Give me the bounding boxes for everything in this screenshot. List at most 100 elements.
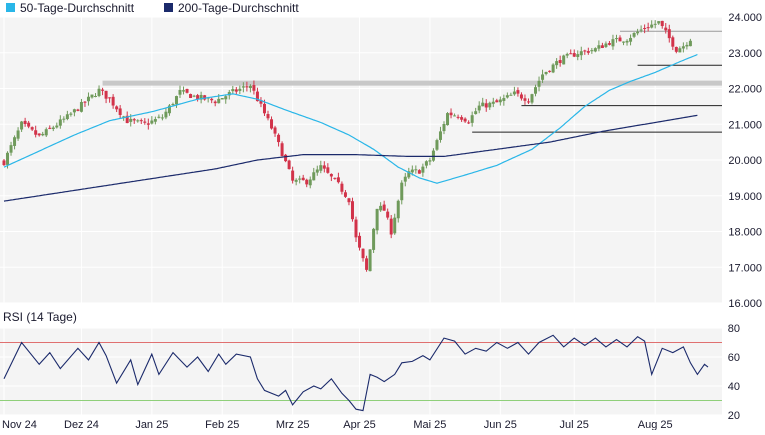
candle-up <box>241 86 245 88</box>
candle-up <box>164 111 168 118</box>
candle-up <box>555 61 559 66</box>
candle-up <box>636 31 640 34</box>
legend-swatch-ma50 <box>6 3 15 12</box>
candle-up <box>424 161 428 166</box>
candle-down <box>386 211 390 218</box>
price-y-tick-label: 17.000 <box>728 262 762 274</box>
candle-up <box>681 46 685 49</box>
candle-down <box>484 103 488 108</box>
candle-down <box>262 103 266 114</box>
x-axis: Nov 24 Dez 24 Jan 25 Feb 25 Mrz 25 Apr 25 Mai … <box>2 419 673 431</box>
candle-down <box>358 235 362 248</box>
candle-up <box>512 91 516 95</box>
candle-up <box>157 116 161 118</box>
candle-down <box>329 173 333 177</box>
x-tick-label: Jul 25 <box>560 419 589 430</box>
candle-up <box>9 145 13 153</box>
candle-down <box>519 94 523 99</box>
rsi-y-tick-label: 20 <box>728 410 740 422</box>
price-y-axis: 16.000 17.000 18.000 19.000 20.000 21.000 22.0… <box>728 12 762 310</box>
candle-up <box>86 96 90 102</box>
x-tick-label: Nov 24 <box>2 419 37 430</box>
candle-down <box>449 112 453 116</box>
candle-up <box>192 95 196 97</box>
candle-up <box>72 109 76 113</box>
candle-up <box>231 89 235 92</box>
candle-up <box>491 101 495 104</box>
candle-up <box>428 160 432 162</box>
x-tick-label: Apr 25 <box>343 419 375 430</box>
candle-down <box>516 90 520 94</box>
candle-up <box>622 41 626 43</box>
candle-down <box>118 108 122 115</box>
candle-up <box>217 98 221 104</box>
candle-up <box>150 120 154 124</box>
candle-down <box>347 198 351 203</box>
price-y-tick-label: 19.000 <box>728 191 762 203</box>
candle-down <box>76 109 80 111</box>
candle-down <box>284 154 288 162</box>
candle-down <box>252 85 256 91</box>
candle-up <box>629 37 633 42</box>
candle-up <box>20 121 24 130</box>
candle-up <box>431 150 435 161</box>
candle-down <box>382 204 386 211</box>
candle-up <box>442 124 446 132</box>
candle-down <box>674 46 678 52</box>
candle-up <box>453 115 457 117</box>
candle-up <box>505 95 509 98</box>
candle-down <box>196 95 200 100</box>
candle-down <box>287 160 291 170</box>
candle-up <box>97 88 101 97</box>
candle-up <box>562 55 566 65</box>
rsi-y-tick-label: 40 <box>728 381 740 393</box>
candle-up <box>657 21 661 24</box>
price-y-tick-label: 23.000 <box>728 48 762 60</box>
candle-up <box>94 95 98 97</box>
candle-up <box>502 98 506 101</box>
candle-up <box>498 99 502 103</box>
candle-up <box>653 23 657 25</box>
candle-up <box>438 131 442 140</box>
candle-up <box>315 169 319 173</box>
candle-up <box>400 182 404 201</box>
candle-up <box>90 94 94 98</box>
x-tick-label: Dez 24 <box>64 419 99 430</box>
candle-up <box>393 217 397 234</box>
x-tick-label: Mai 25 <box>413 419 446 430</box>
candle-up <box>298 178 302 180</box>
candle-up <box>6 152 10 165</box>
candle-up <box>62 118 66 120</box>
candle-down <box>523 98 527 101</box>
candle-down <box>245 86 249 88</box>
candle-down <box>101 89 105 91</box>
candle-down <box>558 60 562 64</box>
x-tick-label: Aug 25 <box>638 419 673 430</box>
candle-down <box>34 130 38 135</box>
candle-up <box>375 208 379 231</box>
candle-down <box>23 120 27 125</box>
candle-up <box>55 125 59 128</box>
candle-up <box>294 179 298 182</box>
candle-up <box>625 40 629 43</box>
candle-up <box>79 101 83 112</box>
candle-up <box>639 29 643 31</box>
candle-up <box>153 119 157 122</box>
candle-down <box>618 37 622 42</box>
candle-down <box>234 89 238 92</box>
candle-up <box>372 228 376 250</box>
candle-down <box>277 134 281 143</box>
candle-down <box>213 101 217 104</box>
candle-up <box>248 85 252 89</box>
candle-down <box>350 201 354 220</box>
candle-down <box>417 170 421 174</box>
candle-up <box>632 32 636 37</box>
candle-down <box>266 114 270 119</box>
x-tick-label: Jun 25 <box>484 419 517 430</box>
candle-down <box>671 37 675 47</box>
candle-up <box>69 113 73 115</box>
candle-up <box>171 103 175 105</box>
price-y-tick-label: 24.000 <box>728 12 762 24</box>
candle-down <box>83 101 87 103</box>
